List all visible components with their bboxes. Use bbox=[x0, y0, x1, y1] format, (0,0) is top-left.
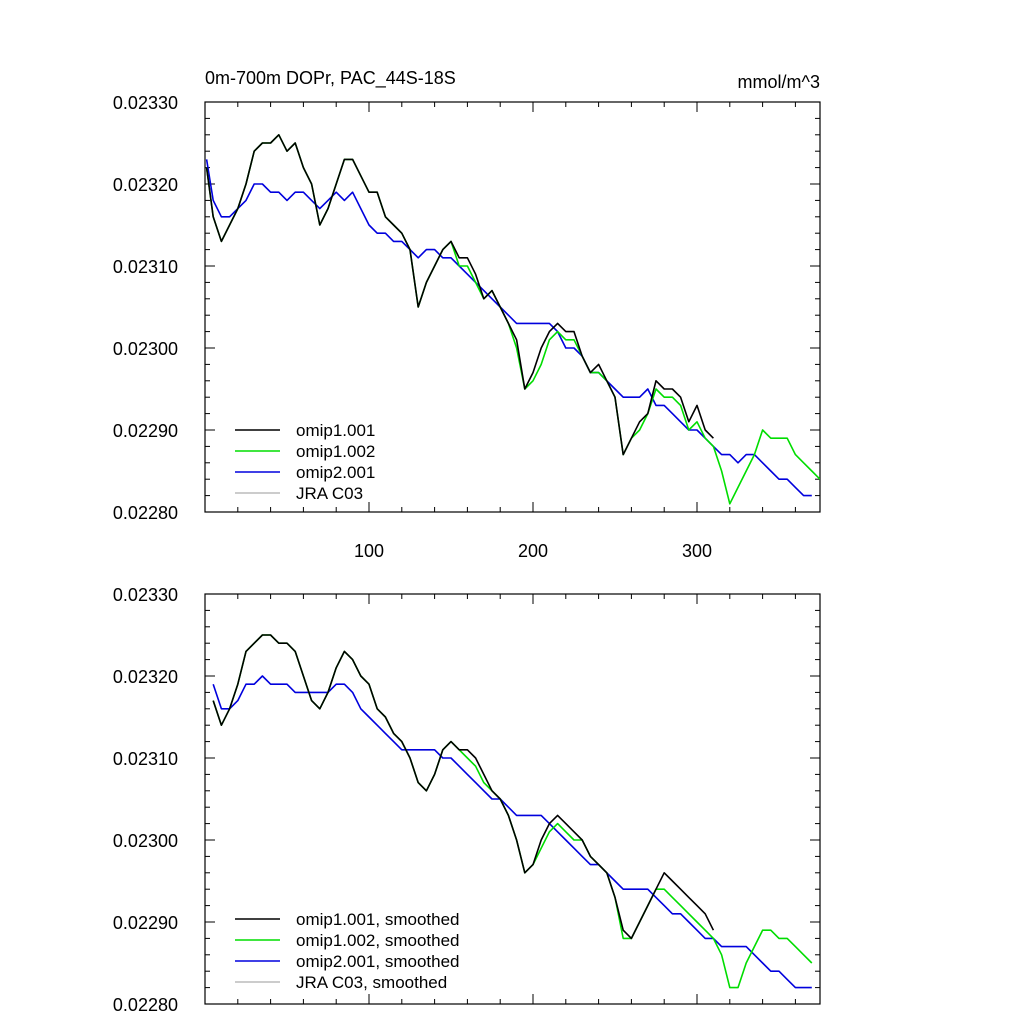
legend-label: omip2.001, smoothed bbox=[296, 952, 460, 971]
y-tick-label: 0.02330 bbox=[113, 585, 178, 605]
legend-label: omip1.002, smoothed bbox=[296, 931, 460, 950]
x-tick-label: 100 bbox=[354, 541, 384, 561]
legend-label: omip2.001 bbox=[296, 463, 375, 482]
y-tick-label: 0.02310 bbox=[113, 257, 178, 277]
units-label: mmol/m^3 bbox=[738, 72, 820, 92]
y-tick-label: 0.02290 bbox=[113, 913, 178, 933]
plot-frame bbox=[204, 593, 821, 1005]
y-tick-label: 0.02300 bbox=[113, 831, 178, 851]
bottom-panel: 0.02330 0.02320 0.02310 0.02300 0.02290 0.022… bbox=[113, 585, 821, 1015]
y-tick-label: 0.02280 bbox=[113, 995, 178, 1015]
series-line-omip2_001 bbox=[212, 675, 812, 989]
y-tick-label: 0.02300 bbox=[113, 339, 178, 359]
y-tick-label: 0.02320 bbox=[113, 667, 178, 687]
series-line-omip1_001 bbox=[205, 134, 714, 456]
chart-title: 0m-700m DOPr, PAC_44S-18S bbox=[205, 68, 456, 89]
top-panel: 0m-700m DOPr, PAC_44S-18S mmol/m^3 0.023… bbox=[113, 68, 821, 561]
y-tick-label: 0.02320 bbox=[113, 175, 178, 195]
legend-label: JRA C03, smoothed bbox=[296, 973, 447, 992]
y-tick-label: 0.02280 bbox=[113, 503, 178, 523]
y-tick-label: 0.02310 bbox=[113, 749, 178, 769]
series-line-omip1_001 bbox=[212, 634, 715, 940]
legend-label: omip1.001 bbox=[296, 421, 375, 440]
legend-label: omip1.001, smoothed bbox=[296, 910, 460, 929]
y-tick-label: 0.02290 bbox=[113, 421, 178, 441]
plot-frame bbox=[204, 101, 821, 513]
legend-label: omip1.002 bbox=[296, 442, 375, 461]
x-tick-label: 300 bbox=[682, 541, 712, 561]
legend-label: JRA C03 bbox=[296, 484, 363, 503]
x-tick-label: 200 bbox=[518, 541, 548, 561]
y-tick-label: 0.02330 bbox=[113, 93, 178, 113]
